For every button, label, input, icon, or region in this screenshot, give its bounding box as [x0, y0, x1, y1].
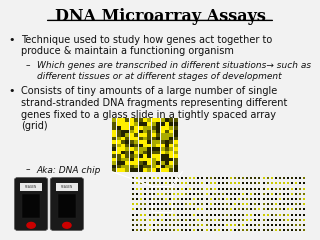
Circle shape — [63, 222, 71, 228]
Bar — [152, 186, 172, 212]
Text: –: – — [26, 166, 30, 175]
Circle shape — [27, 222, 35, 228]
Text: Aka: DNA chip: Aka: DNA chip — [37, 166, 101, 175]
FancyBboxPatch shape — [50, 178, 84, 230]
Text: Consists of tiny amounts of a large number of single
strand-stranded DNA fragmen: Consists of tiny amounts of a large numb… — [21, 86, 287, 131]
Bar — [20, 183, 42, 191]
Bar — [56, 183, 78, 191]
Text: REAGEN: REAGEN — [61, 185, 73, 189]
Text: –: – — [26, 61, 30, 70]
Text: DNA Microarray Assays: DNA Microarray Assays — [55, 8, 265, 25]
Text: Technique used to study how genes act together to
produce & maintain a functioni: Technique used to study how genes act to… — [21, 35, 272, 56]
Text: •: • — [8, 86, 14, 96]
FancyBboxPatch shape — [14, 178, 48, 230]
Text: •: • — [8, 35, 14, 45]
Bar — [22, 194, 40, 218]
Text: REAGEN: REAGEN — [25, 185, 37, 189]
Bar — [58, 194, 76, 218]
Text: Which genes are transcribed in different situations→ such as
different tissues o: Which genes are transcribed in different… — [37, 61, 311, 81]
